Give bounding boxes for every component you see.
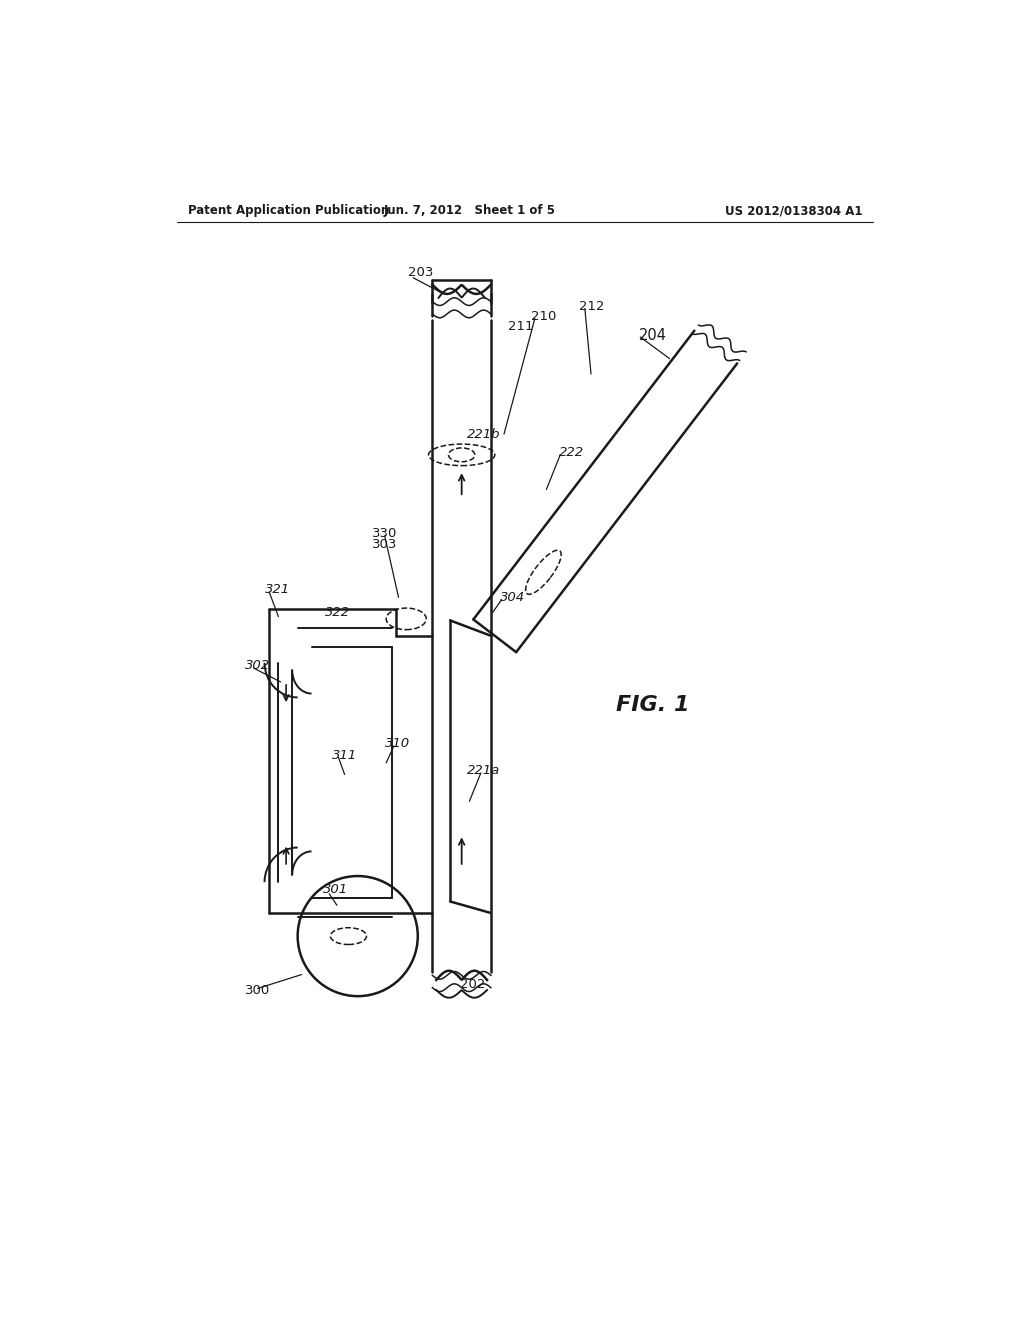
Text: 211: 211 [508,319,534,333]
Text: 303: 303 [372,539,397,552]
Text: Jun. 7, 2012   Sheet 1 of 5: Jun. 7, 2012 Sheet 1 of 5 [383,205,555,218]
Text: 212: 212 [579,300,604,313]
Text: US 2012/0138304 A1: US 2012/0138304 A1 [725,205,862,218]
Text: 301: 301 [323,883,348,896]
Text: Patent Application Publication: Patent Application Publication [188,205,389,218]
Text: 321: 321 [265,583,291,597]
Text: 221a: 221a [467,764,501,777]
Text: FIG. 1: FIG. 1 [615,696,689,715]
Text: 222: 222 [559,446,584,459]
Text: 311: 311 [333,748,357,762]
Text: 302: 302 [246,659,270,672]
Text: 210: 210 [531,310,556,323]
Text: 203: 203 [408,265,433,279]
Text: 204: 204 [639,327,667,343]
Text: 310: 310 [385,737,410,750]
Text: 202: 202 [460,978,485,991]
Text: 322: 322 [325,606,350,619]
Text: 304: 304 [500,591,525,603]
Text: 221b: 221b [467,428,501,441]
Text: 330: 330 [372,527,397,540]
Text: 300: 300 [245,983,269,997]
